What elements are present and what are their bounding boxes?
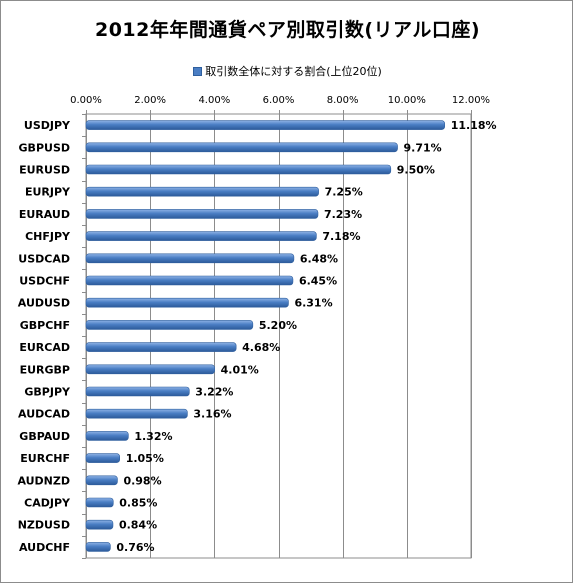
bar-eurcad	[85, 342, 237, 352]
bar-chfjpy	[85, 231, 317, 241]
bar-euraud	[85, 209, 319, 219]
value-label: 11.18%	[451, 119, 497, 132]
value-label: 7.23%	[324, 208, 362, 221]
bar-gbpchf	[85, 320, 254, 330]
value-label: 6.31%	[294, 297, 332, 310]
value-label: 4.68%	[242, 341, 280, 354]
bar-audusd	[85, 297, 289, 308]
value-label: 7.25%	[325, 186, 363, 199]
legend-swatch	[193, 66, 203, 76]
category-label: GBPUSD	[19, 141, 70, 154]
category-label: CHFJPY	[25, 230, 71, 243]
category-label: GBPAUD	[19, 430, 70, 443]
bar-audchf	[85, 542, 111, 552]
bar-eurusd	[85, 164, 392, 175]
bar-gbpaud	[85, 431, 129, 441]
category-label: NZDUSD	[18, 519, 70, 532]
category-label: EURCAD	[19, 341, 70, 354]
x-tick-label: 4.00%	[198, 95, 230, 106]
category-label: GBPJPY	[24, 386, 71, 399]
value-label: 5.20%	[259, 319, 297, 332]
legend-label: 取引数全体に対する割合(上位20位)	[205, 65, 382, 78]
bar-audnzd	[85, 475, 118, 486]
bar-usdchf	[85, 275, 294, 286]
bar-cadjpy	[85, 497, 114, 508]
value-label: 1.05%	[126, 452, 164, 465]
value-label: 0.98%	[123, 474, 161, 487]
bar-nzdusd	[85, 519, 114, 530]
value-label: 0.84%	[119, 519, 157, 532]
value-label: 3.22%	[195, 386, 233, 399]
bar-usdcad	[85, 253, 295, 264]
category-label: EURAUD	[19, 208, 70, 221]
x-tick-label: 10.00%	[388, 95, 426, 106]
bar-gbpjpy	[85, 386, 190, 397]
value-label: 1.32%	[134, 430, 172, 443]
value-label: 7.18%	[322, 230, 360, 243]
bar-gbpusd	[85, 142, 398, 153]
bar-eurjpy	[85, 186, 319, 197]
bar-eurgbp	[85, 364, 215, 375]
bar-eurchf	[85, 453, 120, 463]
value-label: 0.76%	[116, 541, 154, 554]
category-label: CADJPY	[24, 497, 71, 510]
category-label: AUDCAD	[18, 408, 70, 421]
bar-audcad	[85, 408, 188, 419]
legend: 取引数全体に対する割合(上位20位)	[1, 63, 573, 79]
category-label: EURJPY	[25, 186, 71, 199]
value-label: 9.71%	[404, 141, 442, 154]
category-label: AUDNZD	[17, 474, 70, 487]
plot-border	[85, 113, 472, 559]
x-tick-label: 8.00%	[327, 95, 359, 106]
category-label: USDJPY	[24, 119, 71, 132]
chart-title: 2012年年間通貨ペア別取引数(リアル口座)	[94, 19, 481, 41]
bar-usdjpy	[85, 120, 445, 130]
category-label: EURUSD	[19, 164, 70, 177]
category-label: USDCHF	[19, 275, 70, 288]
category-label: EURCHF	[20, 452, 70, 465]
category-label: AUDUSD	[18, 297, 70, 310]
value-label: 3.16%	[193, 408, 231, 421]
x-tick-label: 2.00%	[134, 95, 166, 106]
x-tick-label: 12.00%	[452, 95, 490, 106]
value-label: 0.85%	[119, 497, 157, 510]
value-label: 4.01%	[221, 363, 259, 376]
x-tick-label: 0.00%	[70, 95, 102, 106]
x-tick-label: 6.00%	[263, 95, 295, 106]
value-label: 6.48%	[300, 252, 338, 265]
value-label: 6.45%	[299, 275, 337, 288]
value-label: 9.50%	[397, 164, 435, 177]
category-label: GBPCHF	[20, 319, 70, 332]
category-label: USDCAD	[18, 252, 70, 265]
category-label: AUDCHF	[19, 541, 70, 554]
category-label: EURGBP	[20, 363, 70, 376]
